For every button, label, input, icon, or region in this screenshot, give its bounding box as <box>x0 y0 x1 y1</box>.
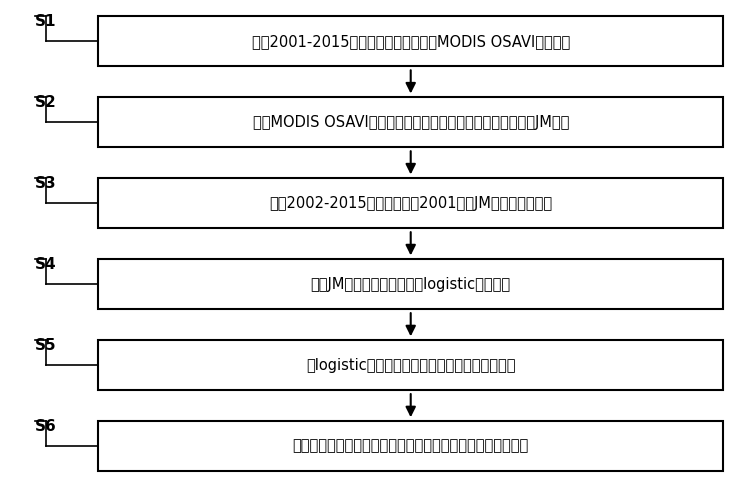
FancyBboxPatch shape <box>98 98 723 147</box>
Text: S6: S6 <box>35 418 57 434</box>
Text: 从logistic模型拟合结果中获取植被变化发生时间: 从logistic模型拟合结果中获取植被变化发生时间 <box>306 358 515 373</box>
Text: 建立2001-2015年土壤调节型植被指数MODIS OSAVI时序曲线: 建立2001-2015年土壤调节型植被指数MODIS OSAVI时序曲线 <box>252 34 570 49</box>
Text: S4: S4 <box>35 257 57 272</box>
FancyBboxPatch shape <box>98 178 723 228</box>
FancyBboxPatch shape <box>98 17 723 66</box>
FancyBboxPatch shape <box>98 421 723 471</box>
Text: S3: S3 <box>35 176 57 191</box>
Text: 基于JM距离时序曲线，进行logistic模型拟合: 基于JM距离时序曲线，进行logistic模型拟合 <box>311 277 511 292</box>
FancyBboxPatch shape <box>98 340 723 390</box>
FancyBboxPatch shape <box>98 259 723 309</box>
Text: S5: S5 <box>35 338 57 353</box>
Text: 生成2002-2015年与起始年份2001年的JM距离的时序曲线: 生成2002-2015年与起始年份2001年的JM距离的时序曲线 <box>269 196 552 211</box>
Text: S2: S2 <box>35 95 57 110</box>
Text: 实现植被变化时间自动提取，获得研究区植被变化时间分布图: 实现植被变化时间自动提取，获得研究区植被变化时间分布图 <box>293 439 529 454</box>
Text: S1: S1 <box>35 14 56 29</box>
Text: 基于MODIS OSAVI时序曲线，逐年计算其他年份与起始年份的JM距离: 基于MODIS OSAVI时序曲线，逐年计算其他年份与起始年份的JM距离 <box>252 115 569 130</box>
